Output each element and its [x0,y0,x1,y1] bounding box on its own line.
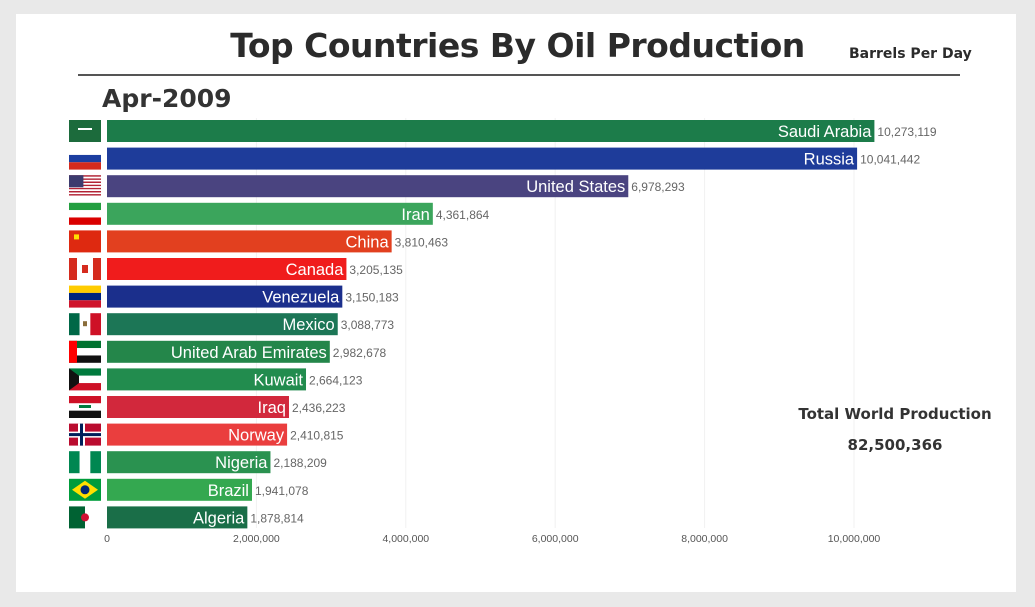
bar-value-label: 10,273,119 [877,125,936,139]
bar [107,368,307,391]
bar-category-label: China [346,233,390,251]
x-tick-label: 8,000,000 [681,533,728,545]
x-tick-label: 6,000,000 [532,533,579,545]
bar-category-label: Iraq [258,399,286,417]
bar-category-label: Brazil [208,482,249,500]
bar-category-label: United Arab Emirates [171,344,327,362]
bar-value-label: 10,041,442 [860,153,920,167]
bar [107,120,875,142]
bar-category-label: Iran [401,206,429,224]
x-tick-label: 10,000,000 [828,533,881,545]
bar [107,258,347,280]
nigeria-flag-icon [69,451,101,474]
bar [107,313,338,336]
bar-value-label: 6,978,293 [631,180,685,194]
x-tick-label: 4,000,000 [382,533,429,545]
bar [107,147,858,170]
venezuela-flag-icon [69,285,101,308]
unit-label: Barrels Per Day [849,46,972,62]
x-tick-label: 0 [104,533,110,545]
x-tick-label: 2,000,000 [233,533,280,545]
bar-category-label: Mexico [282,316,334,334]
bar-category-label: Nigeria [215,454,268,472]
bar-value-label: 2,410,815 [290,429,344,443]
bar-value-label: 2,982,678 [333,346,387,360]
bar-value-label: 4,361,864 [436,208,490,222]
bar [107,175,629,198]
bar [107,230,392,253]
total-production-value: 82,500,366 [847,436,943,454]
bar-value-label: 1,878,814 [250,511,304,525]
kuwait-flag-icon [69,368,101,391]
bar [107,423,288,446]
period-label: Apr-2009 [102,84,232,113]
saudi-arabia-flag-icon [69,120,101,142]
bar [107,451,271,474]
bar-value-label: 3,810,463 [395,235,449,249]
china-flag-icon [69,230,101,253]
bar-value-label: 3,150,183 [345,291,399,305]
bar [107,396,289,418]
bar-value-label: 2,188,209 [273,456,327,470]
bar-category-label: Norway [228,427,285,445]
bar-category-label: Venezuela [262,289,340,307]
brazil-flag-icon [69,478,101,501]
bar [107,506,248,529]
united-states-flag-icon [69,175,101,198]
mexico-flag-icon [69,313,101,336]
bar-value-label: 2,436,223 [292,401,346,415]
bar-category-label: Kuwait [253,371,303,389]
bar-value-label: 2,664,123 [309,373,363,387]
bar-category-label: Algeria [193,509,245,527]
uae-flag-icon [69,340,101,363]
title-divider [78,74,960,76]
chart-title: Top Countries By Oil Production [230,26,805,65]
bar-category-label: Russia [804,151,855,169]
iraq-flag-icon [69,396,101,418]
russia-flag-icon [69,147,101,170]
algeria-flag-icon [69,506,101,529]
bar-value-label: 1,941,078 [255,484,309,498]
iran-flag-icon [69,202,101,225]
bar [107,285,343,308]
bar-category-label: United States [526,178,625,196]
total-production-label: Total World Production [798,405,992,423]
bar [107,478,252,501]
bar-value-label: 3,088,773 [341,318,395,332]
canada-flag-icon [69,258,101,280]
bar [107,202,433,225]
bar-category-label: Canada [286,261,345,279]
bar-value-label: 3,205,135 [349,263,403,277]
bar [107,340,330,363]
norway-flag-icon [69,423,101,446]
bar-category-label: Saudi Arabia [778,123,872,141]
